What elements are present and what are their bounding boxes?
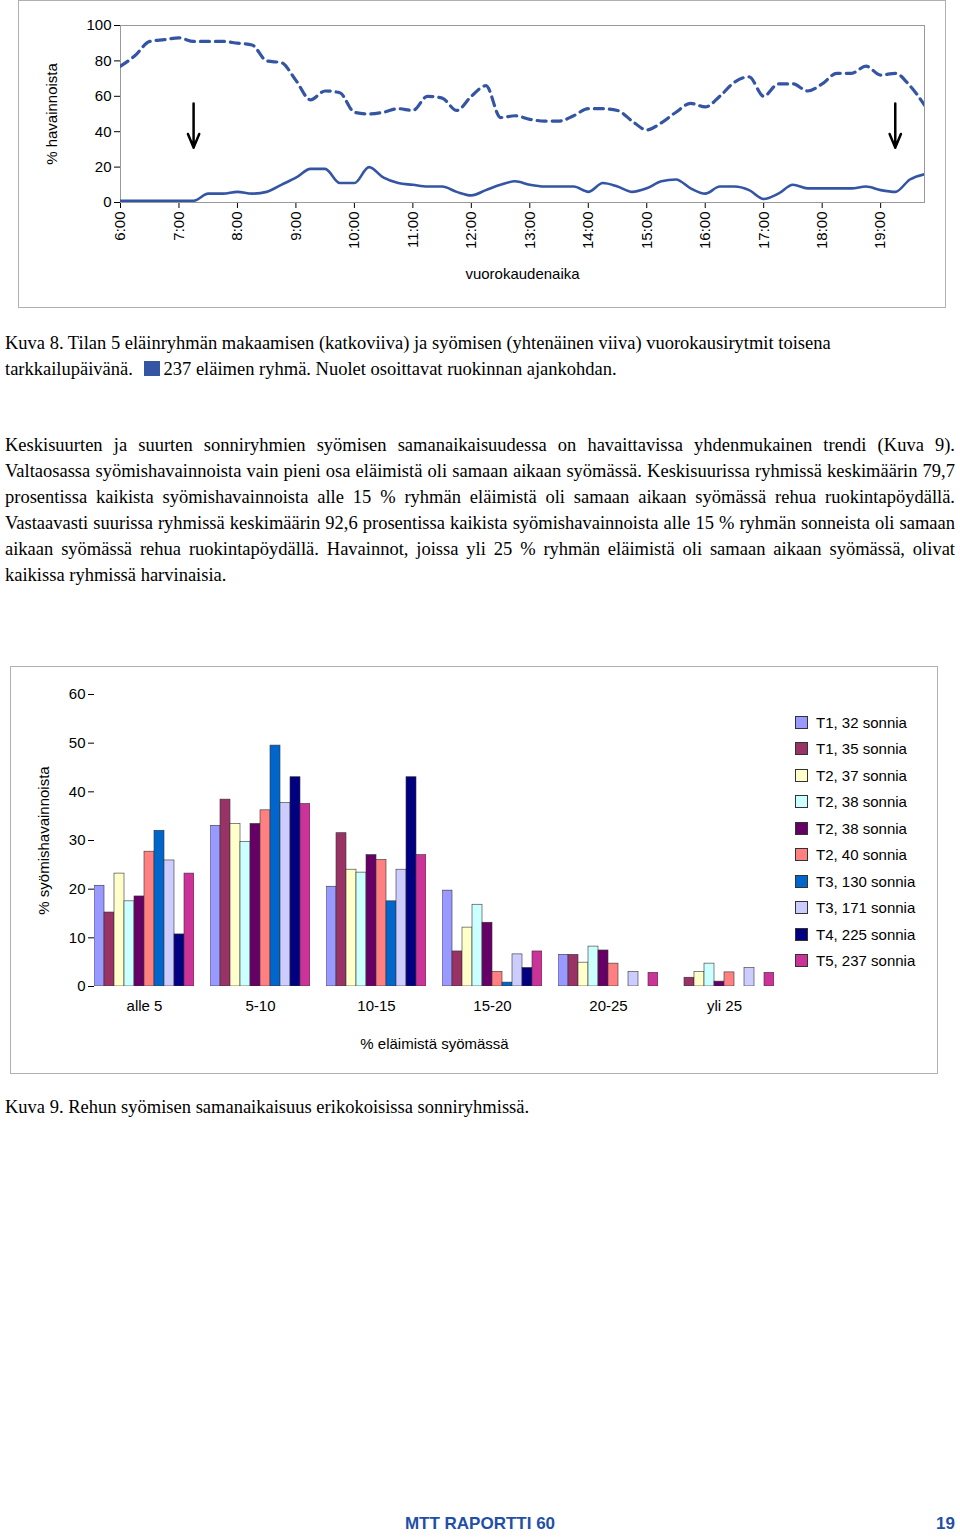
html-text:MTT RAPORTTI 60: MTT RAPORTTI 60 (404, 1514, 556, 1533)
svg-text:16:00: 16:00 (696, 212, 713, 250)
html-text:T3, 130 sonnia: T3, 130 sonnia (816, 872, 916, 890)
svg-text:5-10: 5-10 (245, 997, 275, 1014)
svg-text:20-25: 20-25 (589, 997, 627, 1014)
html-text:Kuva 9. Rehun syömisen samanai: Kuva 9. Rehun syömisen samanaikaisuus er… (5, 1097, 530, 1117)
html-text:Kuva 8. Tilan 5 eläinryhmän ma: Kuva 8. Tilan 5 eläinryhmän makaamisen (… (5, 333, 831, 379)
svg-text:15:00: 15:00 (638, 212, 655, 250)
html-text:Keskisuurten ja suurten sonnir: Keskisuurten ja suurten sonniryhmien syö… (5, 435, 955, 585)
svg-text:6:00: 6:00 (111, 212, 128, 241)
html-text:T2, 40 sonnia: T2, 40 sonnia (816, 846, 907, 864)
svg-text:20: 20 (95, 158, 112, 175)
html-text:T2, 37 sonnia: T2, 37 sonnia (816, 766, 907, 784)
svg-text:60: 60 (95, 87, 112, 104)
svg-text:yli 25: yli 25 (707, 997, 742, 1014)
svg-text:7:00: 7:00 (170, 212, 187, 241)
html-text:T1, 35 sonnia: T1, 35 sonnia (816, 740, 907, 758)
svg-text:9:00: 9:00 (287, 212, 304, 241)
svg-text:17:00: 17:00 (755, 212, 772, 250)
svg-text:alle 5: alle 5 (127, 997, 163, 1014)
svg-text:0: 0 (103, 193, 111, 210)
svg-text:19:00: 19:00 (871, 212, 888, 250)
svg-text:50: 50 (69, 734, 86, 751)
svg-text:% havainnoista: % havainnoista (43, 62, 60, 164)
svg-text:40: 40 (69, 783, 86, 800)
svg-text:11:00: 11:00 (404, 212, 421, 248)
svg-text:18:00: 18:00 (813, 212, 830, 250)
html-text:T2, 38 sonnia: T2, 38 sonnia (816, 793, 907, 811)
svg-text:20: 20 (69, 880, 86, 897)
svg-text:10:00: 10:00 (345, 212, 362, 250)
svg-text:vuorokaudenaika: vuorokaudenaika (465, 265, 580, 282)
svg-text:8:00: 8:00 (228, 212, 245, 241)
svg-text:0: 0 (77, 977, 85, 994)
svg-text:14:00: 14:00 (579, 212, 596, 250)
svg-text:13:00: 13:00 (521, 212, 538, 250)
svg-text:% eläimistä syömässä: % eläimistä syömässä (360, 1035, 509, 1052)
svg-text:15-20: 15-20 (473, 997, 511, 1014)
html-text:T4, 225 sonnia: T4, 225 sonnia (816, 925, 916, 943)
html-text:T2, 38 sonnia: T2, 38 sonnia (816, 819, 907, 837)
svg-text:100: 100 (86, 16, 111, 33)
svg-text:10-15: 10-15 (357, 997, 395, 1014)
svg-text:10: 10 (69, 929, 86, 946)
svg-text:% syömishavainnoista: % syömishavainnoista (35, 766, 52, 915)
svg-text:80: 80 (95, 52, 112, 69)
html-text:19: 19 (936, 1514, 955, 1533)
svg-text:60: 60 (69, 685, 86, 702)
svg-text:12:00: 12:00 (462, 212, 479, 250)
svg-text:30: 30 (69, 831, 86, 848)
svg-text:40: 40 (95, 123, 112, 140)
html-text:T5, 237 sonnia: T5, 237 sonnia (816, 952, 916, 970)
html-text:T1, 32 sonnia: T1, 32 sonnia (816, 713, 907, 731)
html-text:T3, 171 sonnia: T3, 171 sonnia (816, 899, 916, 917)
html-text:237 eläimen ryhmä. Nuolet osoi: 237 eläimen ryhmä. Nuolet osoittavat ruo… (163, 359, 617, 379)
